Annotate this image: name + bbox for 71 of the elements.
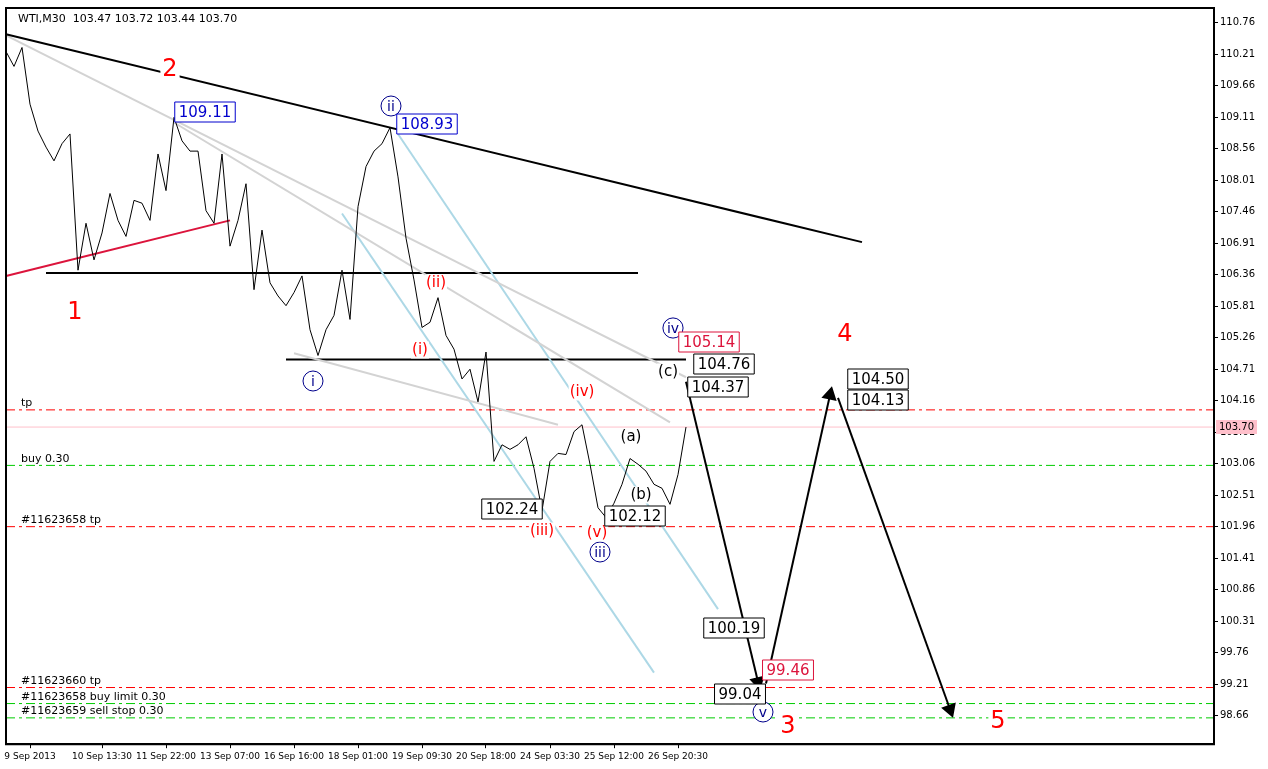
- annotation: 104.50: [851, 369, 905, 388]
- x-tick-label: 13 Sep 07:00: [199, 750, 261, 761]
- x-tick-label: 19 Sep 09:30: [391, 750, 453, 761]
- annotation: (v): [586, 522, 608, 541]
- annotation: 3: [780, 711, 796, 740]
- y-tick-label: 110.76: [1220, 16, 1255, 28]
- annotation: 5: [990, 706, 1006, 735]
- annotation: 2: [162, 54, 178, 83]
- annotation: 102.24: [485, 499, 539, 518]
- annotation: iv: [666, 319, 680, 336]
- y-tick-label: 104.16: [1220, 394, 1255, 406]
- y-tick-label: 110.21: [1220, 47, 1255, 59]
- annotation: (i): [412, 339, 428, 358]
- y-tick-label: 105.81: [1220, 299, 1255, 311]
- annotation: ii: [387, 97, 395, 114]
- annotation: 4: [837, 319, 853, 348]
- y-tick-label: 107.46: [1220, 205, 1255, 217]
- annotation: (c): [658, 361, 678, 380]
- x-tick-label: 24 Sep 03:30: [519, 750, 581, 761]
- y-tick-label: 109.11: [1220, 110, 1255, 122]
- ref-line-label: #11623658 tp: [21, 513, 102, 527]
- y-tick-label: 104.71: [1220, 362, 1255, 374]
- annotation: (iii): [529, 520, 555, 539]
- annotation: 99.46: [766, 660, 810, 679]
- y-tick-label: 108.01: [1220, 173, 1255, 185]
- y-tick-label: 103.06: [1220, 457, 1255, 469]
- annotation: 104.37: [691, 377, 745, 396]
- y-tick-label: 102.51: [1220, 488, 1255, 500]
- annotation: 99.04: [718, 684, 762, 703]
- annotation: (b): [630, 484, 652, 503]
- ref-line-label: #11623658 buy limit 0.30: [21, 689, 166, 703]
- x-tick-label: 26 Sep 20:30: [647, 750, 709, 761]
- y-tick-label: 109.66: [1220, 79, 1255, 91]
- y-tick-label: 106.36: [1220, 268, 1255, 280]
- chart-title: WTI,M30 103.47 103.72 103.44 103.70: [18, 12, 238, 26]
- y-tick-label: 100.31: [1220, 614, 1255, 626]
- y-tick-label: 98.66: [1220, 709, 1249, 721]
- annotation: 105.14: [682, 332, 736, 351]
- annotation: (ii): [425, 272, 447, 291]
- ref-line-label: #11623660 tp: [21, 673, 102, 687]
- ref-line-label: 103.70: [1219, 420, 1254, 432]
- y-tick-label: 106.91: [1220, 236, 1255, 248]
- x-tick-label: 20 Sep 18:00: [455, 750, 517, 761]
- annotation: (iv): [569, 381, 595, 400]
- y-tick-label: 101.41: [1220, 551, 1255, 563]
- x-tick-label: 18 Sep 01:00: [327, 750, 389, 761]
- y-tick-label: 100.86: [1220, 583, 1255, 595]
- annotation: 108.93: [400, 114, 454, 133]
- x-tick-label: 10 Sep 13:30: [71, 750, 133, 761]
- annotation: 102.12: [608, 506, 662, 525]
- x-tick-label: 25 Sep 12:00: [583, 750, 645, 761]
- x-tick-label: 11 Sep 22:00: [135, 750, 197, 761]
- y-tick-label: 99.21: [1220, 677, 1249, 689]
- y-tick-label: 101.96: [1220, 520, 1255, 532]
- x-tick-label: 16 Sep 16:00: [263, 750, 325, 761]
- ref-line-label: tp: [21, 396, 33, 410]
- annotation: i: [311, 372, 315, 389]
- annotation: 1: [67, 297, 83, 326]
- ref-line-label: buy 0.30: [21, 451, 70, 465]
- ref-line-label: #11623659 sell stop 0.30: [21, 704, 164, 718]
- annotation: 100.19: [707, 618, 761, 637]
- annotation: 104.76: [697, 354, 751, 373]
- annotation: 109.11: [178, 102, 232, 121]
- annotation: (a): [620, 426, 642, 445]
- annotation: 104.13: [851, 390, 905, 409]
- annotation: iii: [594, 543, 606, 560]
- annotation: v: [758, 703, 768, 720]
- y-tick-label: 105.26: [1220, 331, 1255, 343]
- x-tick-label: 9 Sep 2013: [4, 750, 56, 761]
- y-tick-label: 99.76: [1220, 646, 1249, 658]
- y-tick-label: 108.56: [1220, 142, 1255, 154]
